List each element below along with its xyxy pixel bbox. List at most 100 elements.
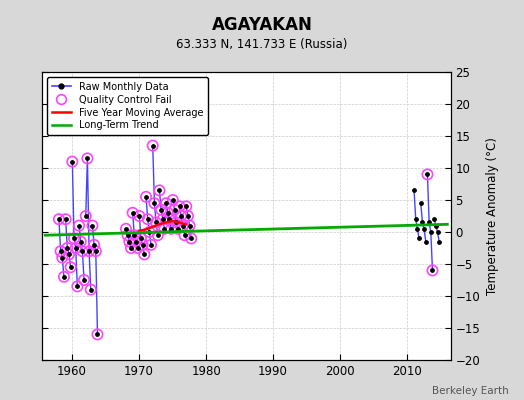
Point [77,238,85,245]
Point [420,226,428,232]
Point [145,229,154,235]
Point [176,203,184,210]
Point [122,226,130,232]
Point [172,219,180,226]
Point [411,216,420,222]
Point [180,232,189,238]
Point [90,242,99,248]
Point [82,213,90,219]
Point [423,171,432,178]
Point [70,235,78,242]
Point [78,248,86,254]
Point [155,187,163,194]
Point [138,242,147,248]
Point [177,213,185,219]
Point [65,251,73,258]
Point [157,206,165,213]
Point [124,232,132,238]
Point [165,216,173,222]
Point [410,187,418,194]
Point [130,232,138,238]
Point [134,245,142,251]
Point [185,222,194,229]
Point [430,216,439,222]
Point [68,158,77,165]
Y-axis label: Temperature Anomaly (°C): Temperature Anomaly (°C) [486,137,499,295]
Point [127,245,135,251]
Point [73,283,82,290]
Point [163,210,172,216]
Point [63,245,71,251]
Point [57,248,65,254]
Point [125,238,134,245]
Point [144,216,152,222]
Point [154,232,162,238]
Point [70,235,78,242]
Point [413,226,422,232]
Point [137,235,145,242]
Point [154,232,162,238]
Point [140,251,149,258]
Point [140,251,149,258]
Point [160,226,169,232]
Point [85,248,93,254]
Point [77,238,85,245]
Point [78,248,86,254]
Point [185,222,194,229]
Point [138,242,147,248]
Point [165,216,173,222]
Point [182,203,190,210]
Point [67,264,75,270]
Point [152,219,160,226]
Point [173,226,182,232]
Point [184,213,192,219]
Point [145,229,154,235]
Point [159,216,167,222]
Point [88,222,96,229]
Point [71,245,80,251]
Point [54,216,63,222]
Point [67,264,75,270]
Point [65,251,73,258]
Point [422,238,430,245]
Point [173,226,182,232]
Point [163,210,172,216]
Point [427,229,435,235]
Point [135,213,144,219]
Point [172,219,180,226]
Point [150,200,159,206]
Point [82,213,90,219]
Point [130,232,138,238]
Point [132,238,140,245]
Point [176,203,184,210]
Point [57,248,65,254]
Point [150,200,159,206]
Text: Berkeley Earth: Berkeley Earth [432,386,508,396]
Point [88,222,96,229]
Point [435,238,443,245]
Point [90,242,99,248]
Text: AGAYAKAN: AGAYAKAN [212,16,312,34]
Point [179,222,187,229]
Point [61,216,70,222]
Point [71,245,80,251]
Point [148,142,157,149]
Point [92,248,100,254]
Point [167,226,176,232]
Point [124,232,132,238]
Point [415,235,423,242]
Point [418,219,427,226]
Point [187,235,195,242]
Legend: Raw Monthly Data, Quality Control Fail, Five Year Moving Average, Long-Term Tren: Raw Monthly Data, Quality Control Fail, … [47,77,208,135]
Point [92,248,100,254]
Point [147,242,155,248]
Point [417,200,425,206]
Point [73,283,82,290]
Point [60,274,68,280]
Point [169,197,177,203]
Point [169,197,177,203]
Text: 63.333 N, 141.733 E (Russia): 63.333 N, 141.733 E (Russia) [176,38,348,51]
Point [167,226,176,232]
Point [159,216,167,222]
Point [147,242,155,248]
